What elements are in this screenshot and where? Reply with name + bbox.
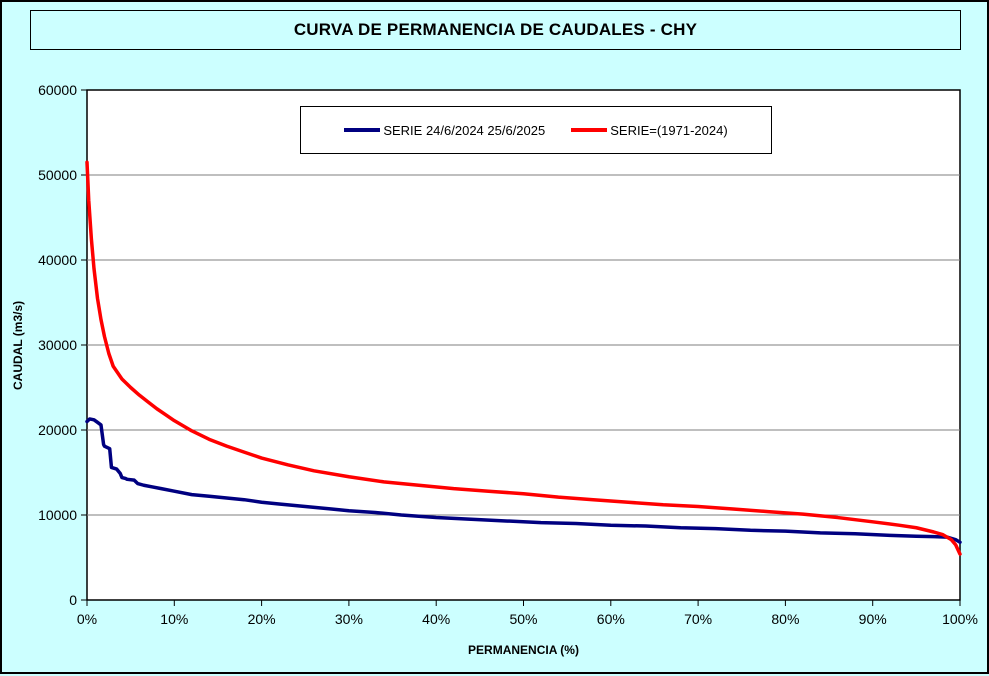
series-line-0 [85, 417, 962, 544]
x-tick-label: 90% [859, 611, 887, 627]
x-tick-label: 40% [422, 611, 450, 627]
x-tick-label: 60% [597, 611, 625, 627]
blue-line-swatch-icon [344, 128, 381, 132]
x-tick-label: 30% [335, 611, 363, 627]
x-tick-label: 70% [684, 611, 712, 627]
chart-title: CURVA DE PERMANENCIA DE CAUDALES - CHY [30, 10, 961, 50]
x-tick-label: 20% [248, 611, 276, 627]
legend-label-serie-2024-2025: SERIE 24/6/2024 25/6/2025 [383, 122, 546, 138]
legend-item-serie-2024-2025: SERIE 24/6/2024 25/6/2025 [344, 123, 545, 138]
legend-label-serie-1971-2024: SERIE=(1971-2024) [610, 122, 728, 138]
y-axis-title: CAUDAL (m3/s) [11, 300, 25, 390]
legend: SERIE 24/6/2024 25/6/2025 SERIE=(1971-20… [300, 106, 772, 154]
x-tick-label: 100% [942, 611, 978, 627]
red-line-swatch-icon [571, 128, 608, 132]
x-tick-label: 10% [160, 611, 188, 627]
y-tick-label: 10000 [38, 507, 77, 523]
x-axis-title: PERMANENCIA (%) [468, 643, 579, 657]
y-tick-label: 50000 [38, 167, 77, 183]
y-tick-label: 40000 [38, 252, 77, 268]
y-tick-label: 0 [69, 592, 77, 608]
x-tick-label: 50% [509, 611, 537, 627]
x-tick-label: 0% [77, 611, 97, 627]
y-tick-label: 60000 [38, 82, 77, 98]
y-tick-label: 20000 [38, 422, 77, 438]
x-tick-label: 80% [771, 611, 799, 627]
series-line-1 [85, 160, 962, 556]
y-tick-label: 30000 [38, 337, 77, 353]
legend-item-serie-1971-2024: SERIE=(1971-2024) [571, 122, 728, 138]
